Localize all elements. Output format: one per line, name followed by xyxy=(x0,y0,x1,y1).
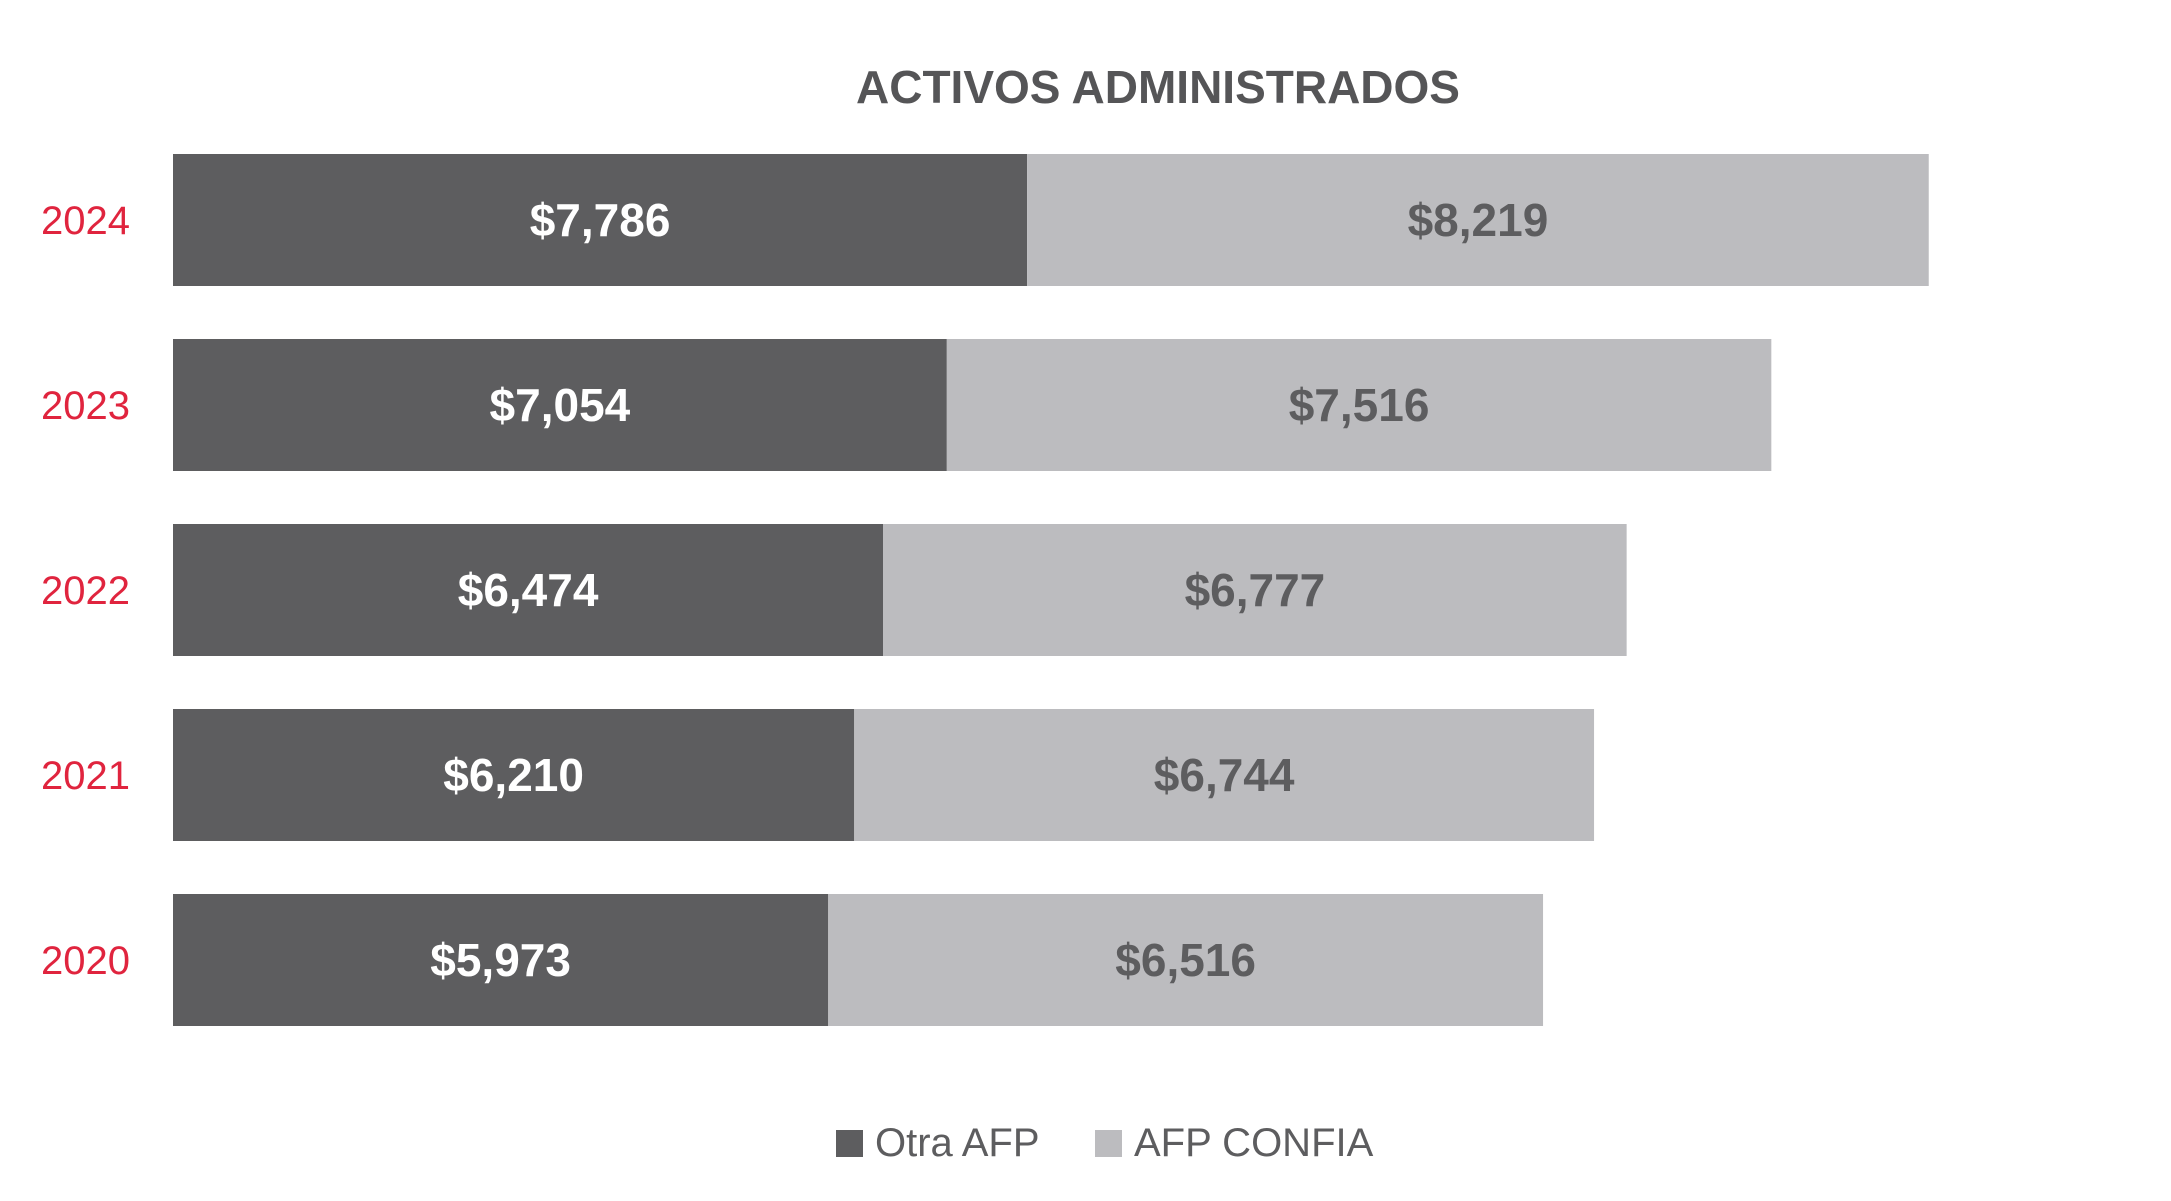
legend: Otra AFP AFP CONFIA xyxy=(836,1121,1374,1165)
category-label: 2023 xyxy=(41,384,130,428)
legend-label: Otra AFP xyxy=(875,1121,1040,1165)
category-label: 2022 xyxy=(41,569,130,613)
data-label: $7,516 xyxy=(1289,379,1430,431)
legend-swatch xyxy=(1095,1130,1122,1157)
bar-segment-otra-afp xyxy=(173,894,829,1026)
data-label: $6,210 xyxy=(443,749,584,801)
legend-label: AFP CONFIA xyxy=(1134,1121,1374,1165)
data-label: $7,786 xyxy=(530,194,671,246)
category-label: 2024 xyxy=(41,199,130,243)
category-label: 2021 xyxy=(41,754,130,798)
data-label: $6,777 xyxy=(1185,564,1326,616)
data-label: $8,219 xyxy=(1408,194,1549,246)
bar-segment-otra-afp xyxy=(173,709,855,841)
data-label: $6,516 xyxy=(1115,934,1256,986)
bar-segment-otra-afp xyxy=(173,154,1028,286)
bar-segment-otra-afp xyxy=(173,339,947,471)
bar-segment-afp-confia xyxy=(883,524,1627,656)
bar-segment-afp-confia xyxy=(828,894,1544,1026)
data-label: $7,054 xyxy=(490,379,631,431)
chart-title: ACTIVOS ADMINISTRADOS xyxy=(856,61,1460,113)
bar-segment-afp-confia xyxy=(946,339,1772,471)
data-label: $5,973 xyxy=(430,934,571,986)
category-label: 2020 xyxy=(41,939,130,983)
bars-group: 2024 $7,786 $8,219 2023 $7,054 $7,516 2022 $6,4… xyxy=(41,154,1929,1026)
bar-segment-afp-confia xyxy=(1027,154,1929,286)
bar-segment-afp-confia xyxy=(854,709,1595,841)
bar-segment-otra-afp xyxy=(173,524,884,656)
data-label: $6,744 xyxy=(1154,749,1295,801)
data-label: $6,474 xyxy=(458,564,599,616)
legend-swatch xyxy=(836,1130,863,1157)
